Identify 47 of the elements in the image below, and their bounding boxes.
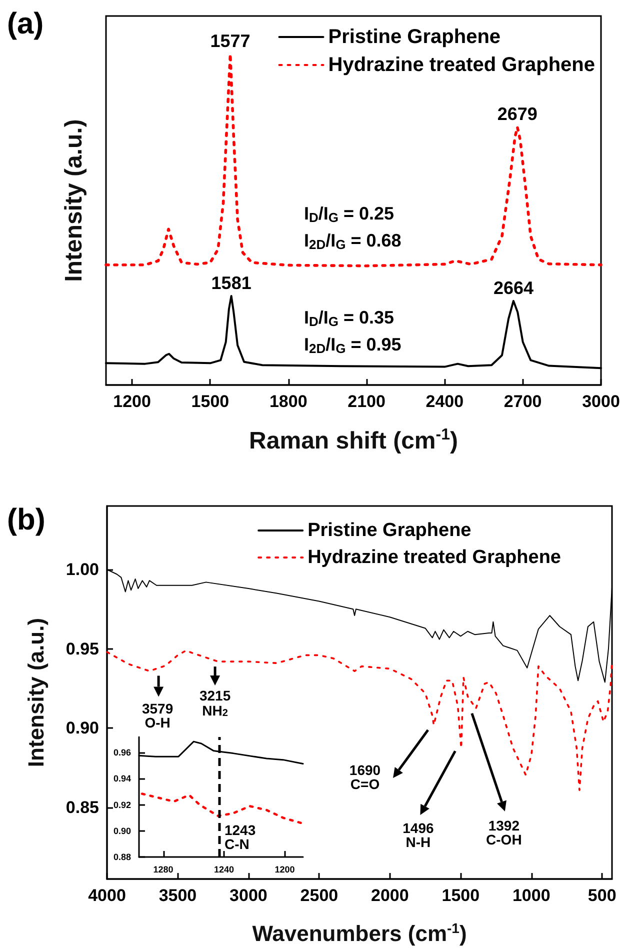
y-tick-label: 0.96 bbox=[113, 748, 131, 758]
x-tick-label: 1280 bbox=[153, 864, 174, 874]
line-series bbox=[106, 650, 613, 792]
x-tick-label: 2500 bbox=[300, 886, 338, 905]
annotation: 1690 C=O bbox=[349, 762, 381, 792]
legend-label: Hydrazine treated Graphene bbox=[308, 547, 562, 568]
chart-title: (b) bbox=[7, 504, 46, 536]
x-tick-label: 3000 bbox=[230, 886, 268, 905]
annotation: 1243 C-N bbox=[224, 822, 256, 852]
legend-label: Pristine Graphene bbox=[308, 520, 472, 541]
x-tick-label: 2700 bbox=[504, 392, 542, 411]
x-tick-label: 2100 bbox=[348, 392, 386, 411]
x-tick-label: 1000 bbox=[512, 886, 550, 905]
y-axis-title: Intensity (a.u.) bbox=[24, 618, 48, 768]
y-tick-label: 0.85 bbox=[66, 798, 99, 818]
x-tick-label: 1800 bbox=[269, 392, 308, 411]
annotation: 2664 bbox=[493, 278, 534, 298]
annotation: 3579 O-H bbox=[142, 700, 174, 731]
x-tick-label: 1500 bbox=[442, 886, 480, 905]
x-tick-label: 500 bbox=[588, 886, 616, 905]
x-tick-label: 2000 bbox=[371, 886, 409, 905]
legend-label: Pristine Graphene bbox=[328, 26, 501, 48]
annotation: 1496 N-H bbox=[402, 820, 434, 850]
y-tick-label: 0.90 bbox=[113, 826, 131, 836]
x-tick-label: 1200 bbox=[113, 392, 151, 411]
y-tick-label: 0.94 bbox=[113, 774, 131, 784]
line-series bbox=[140, 792, 303, 824]
x-tick-label: 1240 bbox=[214, 864, 234, 874]
y-tick-label: 0.90 bbox=[66, 718, 99, 738]
x-tick-label: 2400 bbox=[426, 392, 464, 411]
y-tick-label: 0.92 bbox=[113, 800, 131, 810]
y-tick-label: 1.00 bbox=[66, 560, 99, 579]
annotation: 1577 bbox=[210, 31, 250, 52]
annotation: 1392 C-OH bbox=[486, 817, 522, 848]
chart-title: (a) bbox=[7, 8, 44, 40]
annotation: 1581 bbox=[211, 272, 252, 293]
y-tick-label: 0.88 bbox=[113, 852, 131, 862]
y-axis-title: Intensity (a.u.) bbox=[60, 119, 88, 282]
x-tick-label: 1200 bbox=[274, 864, 295, 874]
x-tick-label: 3000 bbox=[582, 392, 620, 411]
x-tick-label: 3500 bbox=[158, 886, 197, 905]
y-tick-label: 0.95 bbox=[66, 639, 99, 658]
legend-label: Hydrazine treated Graphene bbox=[328, 54, 595, 76]
annotation: 3215 NH2 bbox=[199, 688, 231, 720]
annotation: 2679 bbox=[497, 104, 538, 124]
x-tick-label: 1500 bbox=[191, 392, 230, 411]
x-tick-label: 4000 bbox=[88, 886, 126, 905]
